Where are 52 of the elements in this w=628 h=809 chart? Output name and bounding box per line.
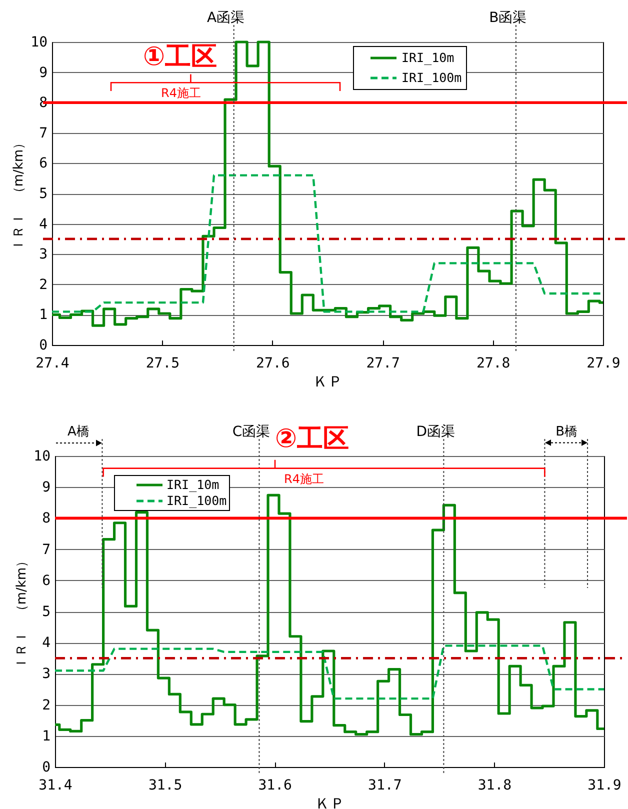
- y-tick-label: 0: [39, 338, 48, 354]
- y-tick-label: 10: [30, 34, 48, 50]
- ref-line-label: D函渠: [416, 424, 456, 440]
- y-tick-label: 6: [39, 156, 48, 172]
- y-tick-label: 3: [39, 246, 48, 263]
- x-tick-label: 31.7: [368, 778, 402, 794]
- x-tick-label: 31.8: [478, 778, 512, 794]
- x-tick-label: 27.9: [586, 356, 620, 372]
- y-tick-label: 7: [39, 125, 48, 142]
- x-tick-label: 31.5: [148, 778, 182, 794]
- y-tick-label: 1: [39, 307, 48, 324]
- ref-line-label: A函渠: [207, 10, 245, 26]
- text: A橋: [68, 424, 90, 440]
- x-tick-label: 31.4: [38, 778, 72, 794]
- y-tick-label: 9: [42, 480, 50, 496]
- line-series: [54, 644, 606, 700]
- annotation: R4施工: [161, 86, 201, 100]
- x-tick-label: 27.7: [366, 356, 400, 372]
- x-tick-label: 27.8: [476, 356, 510, 372]
- y-tick-label: 6: [42, 572, 50, 589]
- y-tick-label: 2: [39, 276, 48, 293]
- x-tick-label: 31.9: [588, 778, 622, 794]
- legend-label: IRI_100m: [402, 70, 462, 85]
- chart-title: ①工区: [143, 42, 218, 72]
- y-tick-label: 5: [42, 604, 50, 620]
- x-tick-label: 27.4: [36, 356, 70, 372]
- y-tick-label: 8: [42, 510, 50, 527]
- y-tick-label: 0: [42, 760, 50, 776]
- text: B橋: [556, 424, 578, 440]
- y-axis-title: ＩＲＩ （m/km）: [12, 136, 26, 252]
- y-axis-title: ＩＲＩ （m/km）: [14, 554, 30, 670]
- y-tick-label: 4: [39, 216, 48, 232]
- x-axis-title: ＫＰ: [315, 794, 345, 809]
- y-tick-label: 5: [39, 186, 48, 202]
- legend-label: IRI_10m: [402, 50, 454, 65]
- y-tick-label: 10: [34, 448, 50, 464]
- y-tick-label: 7: [42, 542, 50, 558]
- y-tick-label: 1: [42, 728, 50, 744]
- chart-title: ②工区: [275, 424, 350, 454]
- y-tick-label: 2: [42, 697, 50, 714]
- x-tick-label: 31.6: [258, 778, 292, 794]
- legend-label: IRI_10m: [166, 477, 220, 492]
- ref-line-label: C函渠: [232, 424, 270, 440]
- y-tick-label: 9: [39, 64, 48, 81]
- y-tick-label: 3: [42, 666, 50, 682]
- x-tick-label: 27.6: [256, 356, 290, 372]
- annotation: R4施工: [284, 472, 324, 486]
- ref-line-label: B函渠: [489, 10, 527, 26]
- x-tick-label: 27.5: [146, 356, 180, 372]
- legend-label: IRI_100m: [166, 493, 227, 508]
- y-tick-label: 4: [42, 635, 50, 652]
- x-axis-title: ＫＰ: [313, 372, 343, 390]
